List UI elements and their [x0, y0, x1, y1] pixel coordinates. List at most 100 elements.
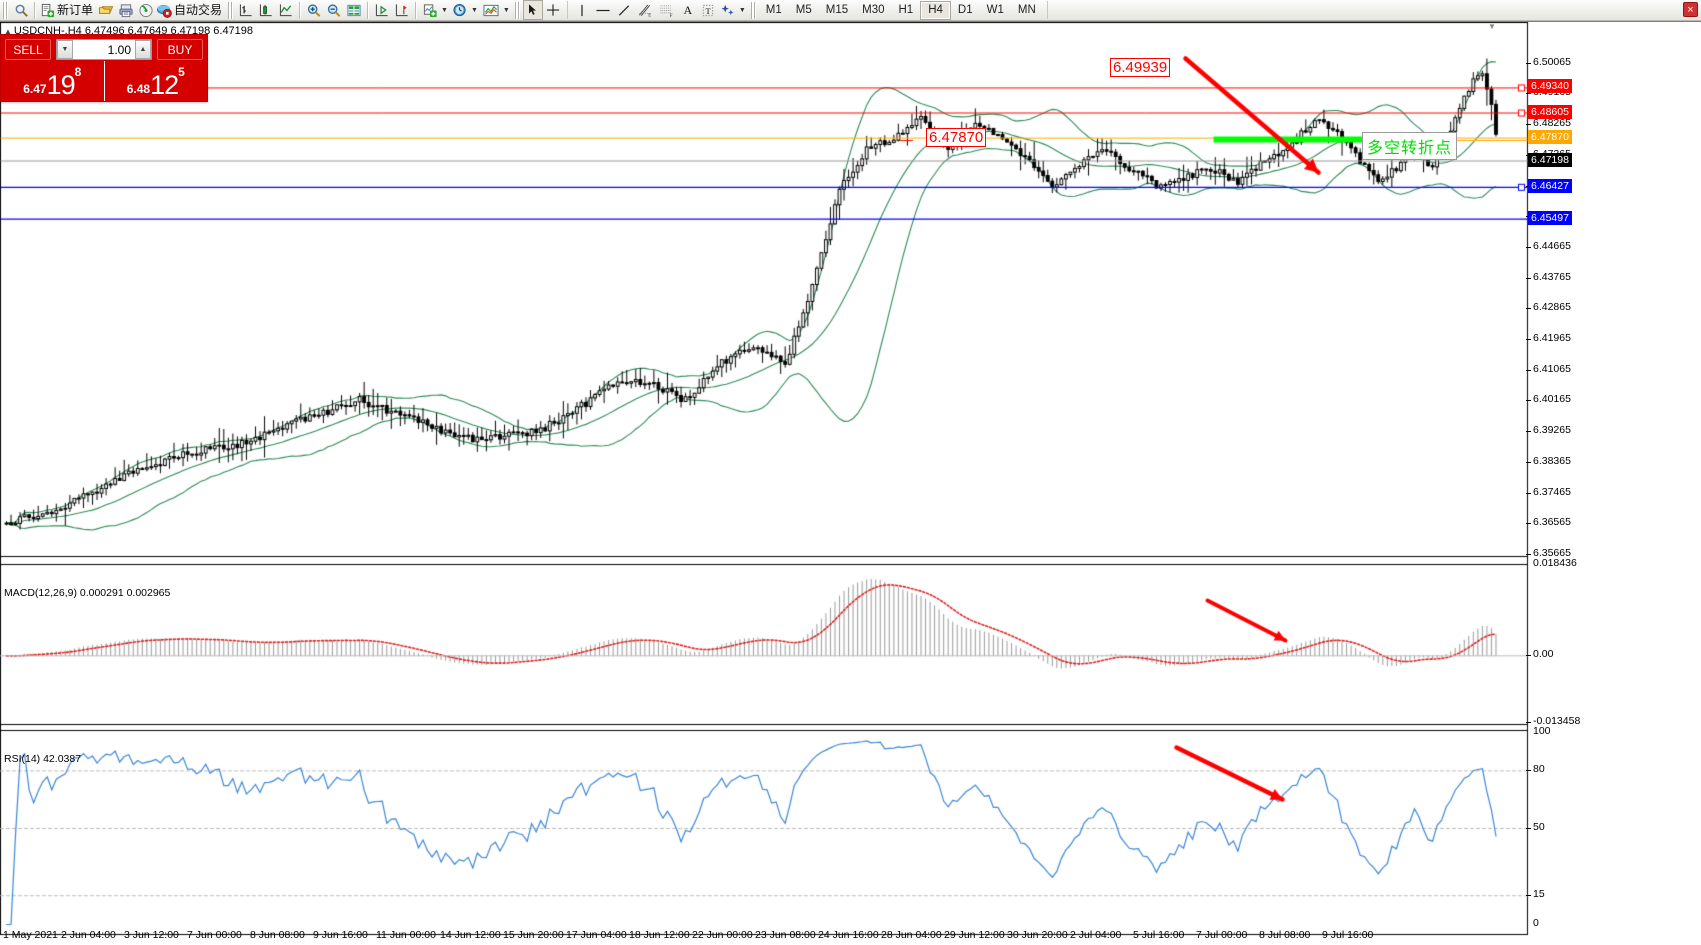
chevron-down-icon-2[interactable]: ▼: [470, 6, 478, 14]
collapse-triangle-icon[interactable]: ▲: [4, 27, 12, 36]
toolbar-separator-3: [367, 1, 370, 19]
time-axis-label-18: 5 Jul 16:00: [1133, 929, 1185, 941]
trendline-icon[interactable]: [614, 0, 634, 20]
bar-chart-icon[interactable]: [236, 0, 256, 20]
scroll-handle-icon[interactable]: ▼: [1488, 22, 1496, 31]
toolbar-grip-2[interactable]: [228, 1, 234, 19]
chart-window: ▲ USDCNH-,H4 6.47496 6.47649 6.47198 6.47…: [0, 21, 1701, 945]
svg-text:E: E: [648, 13, 651, 17]
timeframe-d1[interactable]: D1: [957, 4, 973, 16]
auto-trading-button[interactable]: 自动交易: [156, 0, 225, 20]
annotation-price-high[interactable]: 6.49939: [1110, 58, 1171, 77]
timeframe-mn[interactable]: MN: [1017, 4, 1036, 16]
chevron-down-icon[interactable]: ▼: [441, 6, 448, 14]
period-clock-button[interactable]: ▼: [450, 0, 480, 20]
toolbar-separator-5: [566, 1, 568, 19]
time-axis-label-0: 1 May 2021: [3, 929, 58, 941]
time-axis-label-11: 22 Jun 00:00: [692, 929, 753, 941]
toolbar-grip-3[interactable]: [514, 1, 520, 19]
sell-price-main: 19: [46, 70, 76, 100]
time-axis-label-12: 23 Jun 08:00: [755, 929, 816, 941]
time-axis-label-14: 28 Jun 04:00: [881, 929, 942, 941]
time-axis-label-16: 30 Jun 20:00: [1007, 929, 1068, 941]
time-axis-label-13: 24 Jun 16:00: [818, 929, 879, 941]
time-axis-label-1: 2 Jun 04:00: [61, 929, 116, 941]
buy-button[interactable]: BUY: [157, 39, 203, 60]
time-axis-label-20: 8 Jul 08:00: [1259, 929, 1311, 941]
printer-icon[interactable]: [116, 0, 136, 20]
tile-windows-icon[interactable]: [344, 0, 364, 20]
equidistant-channel-icon[interactable]: E: [634, 0, 656, 20]
macd-indicator-label: MACD(12,26,9) 0.000291 0.002965: [4, 587, 171, 599]
time-axis-label-10: 18 Jun 12:00: [629, 929, 690, 941]
toolbar-grip-4[interactable]: [750, 1, 756, 19]
timeframe-m15[interactable]: M15: [825, 4, 849, 16]
time-axis-label-21: 9 Jul 16:00: [1322, 929, 1374, 941]
search-icon[interactable]: [11, 0, 31, 20]
volume-up-icon[interactable]: ▲: [135, 40, 151, 59]
fibonacci-icon[interactable]: F: [656, 0, 678, 20]
svg-text:T: T: [705, 5, 710, 15]
signal-icon[interactable]: [136, 0, 156, 20]
one-click-trading-panel: SELL ▼ 1.00 ▲ BUY 6.47 19 8 6.48 12 5: [0, 34, 208, 102]
volume-down-icon[interactable]: ▼: [57, 40, 73, 59]
text-icon[interactable]: A: [683, 2, 693, 17]
candlestick-icon[interactable]: [256, 0, 276, 20]
sell-button[interactable]: SELL: [5, 39, 51, 60]
trade-controls-row: SELL ▼ 1.00 ▲ BUY: [1, 35, 207, 61]
time-axis-label-4: 8 Jun 08:00: [250, 929, 305, 941]
crosshair-icon[interactable]: [543, 0, 563, 20]
auto-trading-icon: [157, 3, 172, 18]
shapes-button[interactable]: ▼: [718, 0, 748, 20]
vertical-line-icon[interactable]: [572, 0, 592, 20]
text-label-icon[interactable]: T: [698, 0, 718, 20]
chevron-down-icon-4[interactable]: ▼: [738, 6, 746, 14]
sell-quote[interactable]: 6.47 19 8: [1, 61, 104, 101]
annotation-price-pivot[interactable]: 6.47870: [926, 128, 987, 147]
timeframe-h1[interactable]: H1: [898, 4, 914, 16]
time-axis-label-6: 11 Jun 00:00: [376, 929, 436, 941]
new-order-button[interactable]: 新订单: [39, 0, 96, 20]
cursor-icon[interactable]: [522, 0, 543, 20]
sell-price-fraction: 8: [74, 65, 82, 79]
time-axis-label-9: 17 Jun 04:00: [566, 929, 627, 941]
add-indicator-button[interactable]: ▼: [420, 0, 450, 20]
volume-input[interactable]: 1.00: [107, 42, 131, 57]
close-icon[interactable]: ×: [1683, 2, 1698, 17]
horizontal-line-icon[interactable]: [592, 0, 614, 20]
templates-button[interactable]: ▼: [480, 0, 512, 20]
shift-end-icon[interactable]: [392, 0, 412, 20]
time-axis-label-2: 3 Jun 12:00: [124, 929, 179, 941]
svg-text:F: F: [670, 14, 673, 18]
toolbar-separator: [34, 1, 36, 19]
timeframe-m5[interactable]: M5: [795, 4, 812, 16]
annotation-turning-point-note[interactable]: 多空转折点: [1362, 132, 1458, 160]
timeframe-w1[interactable]: W1: [986, 4, 1004, 16]
chart-canvas[interactable]: [0, 22, 1701, 945]
time-axis-label-3: 7 Jun 00:00: [187, 929, 242, 941]
line-chart-icon[interactable]: [276, 0, 296, 20]
scroll-end-icon[interactable]: [372, 0, 392, 20]
new-order-label: 新订单: [57, 3, 94, 17]
time-axis-label-19: 7 Jul 00:00: [1196, 929, 1248, 941]
time-axis-label-5: 9 Jun 16:00: [313, 929, 368, 941]
zoom-out-icon[interactable]: [324, 0, 344, 20]
zoom-in-icon[interactable]: [304, 0, 324, 20]
folder-icon[interactable]: [96, 0, 116, 20]
buy-price-main: 12: [150, 70, 179, 100]
timeframe-m1[interactable]: M1: [765, 4, 782, 16]
chevron-down-icon-3[interactable]: ▼: [502, 6, 510, 14]
rsi-indicator-label: RSI(14) 42.0387: [4, 753, 82, 765]
time-axis-label-8: 15 Jun 20:00: [503, 929, 564, 941]
time-axis-label-17: 2 Jul 04:00: [1070, 929, 1122, 941]
toolbar-grip[interactable]: [3, 1, 8, 19]
quote-row: 6.47 19 8 6.48 12 5: [1, 61, 207, 101]
main-toolbar: 新订单 自动交易: [0, 0, 1701, 21]
timeframe-h4[interactable]: H4: [920, 0, 951, 20]
toolbar-separator-2: [299, 1, 302, 19]
volume-stepper[interactable]: ▼ 1.00 ▲: [56, 39, 152, 60]
timeframe-m30[interactable]: M30: [862, 4, 885, 16]
new-order-icon: [40, 3, 55, 18]
buy-quote[interactable]: 6.48 12 5: [103, 61, 208, 101]
